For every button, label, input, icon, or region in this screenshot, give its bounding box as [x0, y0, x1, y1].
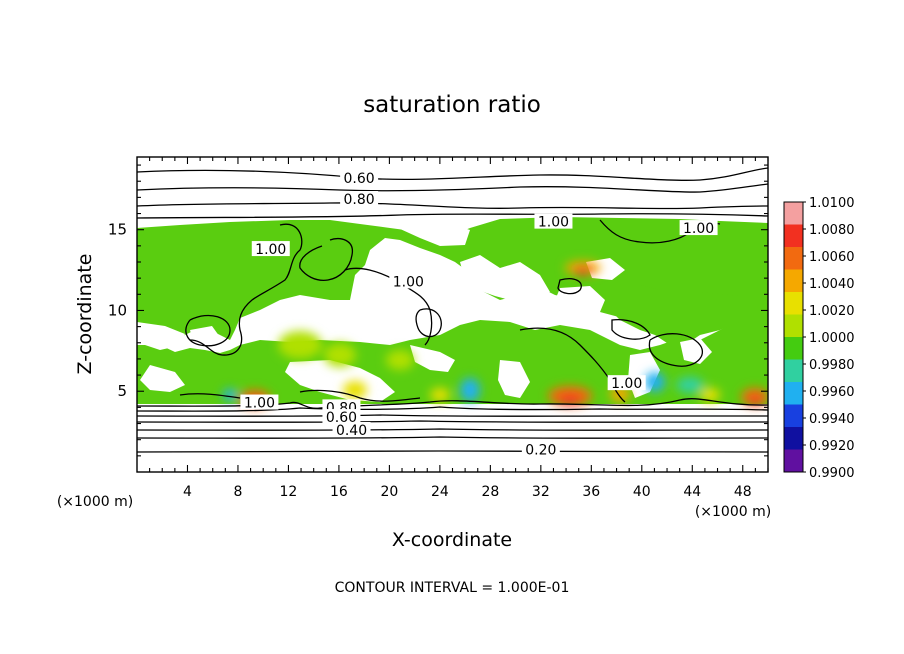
colorbar-label: 0.9980 — [809, 358, 855, 373]
chart-title: saturation ratio — [363, 92, 541, 118]
contour-label-bg — [251, 241, 290, 257]
saturation-field — [137, 157, 768, 472]
contour-label-bg — [340, 191, 379, 206]
colorbar-label: 1.0100 — [809, 196, 855, 211]
colorbar-labels: 1.0100 1.0080 1.0060 1.0040 1.0020 1.0000 0.99… — [809, 196, 855, 481]
x-tick-label: 4 — [183, 484, 192, 500]
x-tick-label: 20 — [380, 484, 398, 500]
contour-label-bg — [534, 213, 573, 229]
colorbar-label: 1.0020 — [809, 304, 855, 319]
x-tick-labels: 4 8 12 16 20 24 28 32 36 40 44 48 — [183, 484, 752, 500]
colorbar-swatch — [784, 337, 803, 360]
colorbar-swatch — [784, 404, 803, 428]
contour-label: 0.20 — [525, 442, 556, 458]
contour-label-bg — [521, 441, 560, 457]
x-tick-label: 16 — [330, 484, 348, 500]
colorbar-label: 0.9960 — [809, 385, 855, 400]
colorbar-label: 1.0080 — [809, 223, 855, 238]
contour-labels: 0.600.801.00 1.001.001.001.001.00 0.800.60… — [240, 170, 718, 458]
contour-label-bg — [322, 409, 361, 425]
contour-label: 1.00 — [611, 376, 642, 392]
x-tick-label: 12 — [280, 484, 298, 500]
colorbar-swatch — [784, 427, 803, 450]
contour-label: 0.80 — [344, 192, 375, 208]
contour-label: 1.00 — [244, 396, 275, 412]
contour-label: 1.00 — [538, 215, 569, 231]
contour-label: 0.60 — [344, 171, 375, 187]
contour-label-bg — [340, 170, 379, 185]
contour-interval-note: CONTOUR INTERVAL = 1.000E-01 — [335, 580, 570, 596]
x-tick-label: 8 — [233, 484, 242, 500]
colorbar — [783, 201, 806, 473]
x-tick-label: 44 — [683, 484, 701, 500]
colorbar-swatch — [784, 359, 803, 383]
contour-label: 1.00 — [393, 274, 424, 290]
colorbar-swatch — [784, 382, 803, 405]
colorbar-swatch — [784, 202, 803, 225]
colorbar-label: 1.0060 — [809, 250, 855, 265]
colorbar-swatch — [784, 314, 803, 338]
colorbar-swatch — [784, 224, 803, 248]
plot-frame — [136, 156, 769, 473]
colorbar-label: 1.0040 — [809, 277, 855, 292]
colorbar-label: 0.9900 — [809, 466, 855, 481]
x-axis-label: X-coordinate — [392, 529, 512, 551]
x-tick-label: 48 — [734, 484, 752, 500]
contour-lines — [137, 167, 768, 453]
x-tick-label: 28 — [481, 484, 499, 500]
moist-region-east — [600, 280, 768, 345]
colorbar-label: 1.0000 — [809, 331, 855, 346]
colorbar-swatch — [784, 292, 803, 315]
x-tick-label: 36 — [582, 484, 600, 500]
x-tick-label: 32 — [532, 484, 550, 500]
colorbar-label: 0.9920 — [809, 439, 855, 454]
colorbar-swatch — [784, 247, 803, 270]
dry-pockets — [137, 215, 712, 402]
y-tick-label: 5 — [117, 382, 127, 400]
contour-label: 1.00 — [683, 221, 714, 237]
y-tick-label: 15 — [108, 221, 127, 239]
z-unit-label: (×1000 m) — [57, 494, 133, 510]
x-tick-label: 24 — [431, 484, 449, 500]
colorbar-swatch — [784, 449, 803, 473]
contour-label-bg — [607, 375, 646, 391]
contour-label-bg — [240, 394, 279, 410]
y-tick-label: 10 — [108, 301, 127, 319]
contour-label: 1.00 — [255, 242, 286, 258]
x-unit-label: (×1000 m) — [695, 504, 771, 520]
contour-label: 0.40 — [336, 423, 367, 439]
contour-label-bg — [679, 220, 718, 236]
y-axis-label: Z-coordinate — [74, 254, 96, 375]
colorbar-label: 0.9940 — [809, 412, 855, 427]
colorbar-swatch — [784, 269, 803, 293]
contour-label-bg — [389, 273, 428, 289]
contour-label-bg — [332, 422, 371, 437]
x-tick-label: 40 — [633, 484, 651, 500]
y-tick-labels: 5 10 15 — [108, 221, 127, 401]
